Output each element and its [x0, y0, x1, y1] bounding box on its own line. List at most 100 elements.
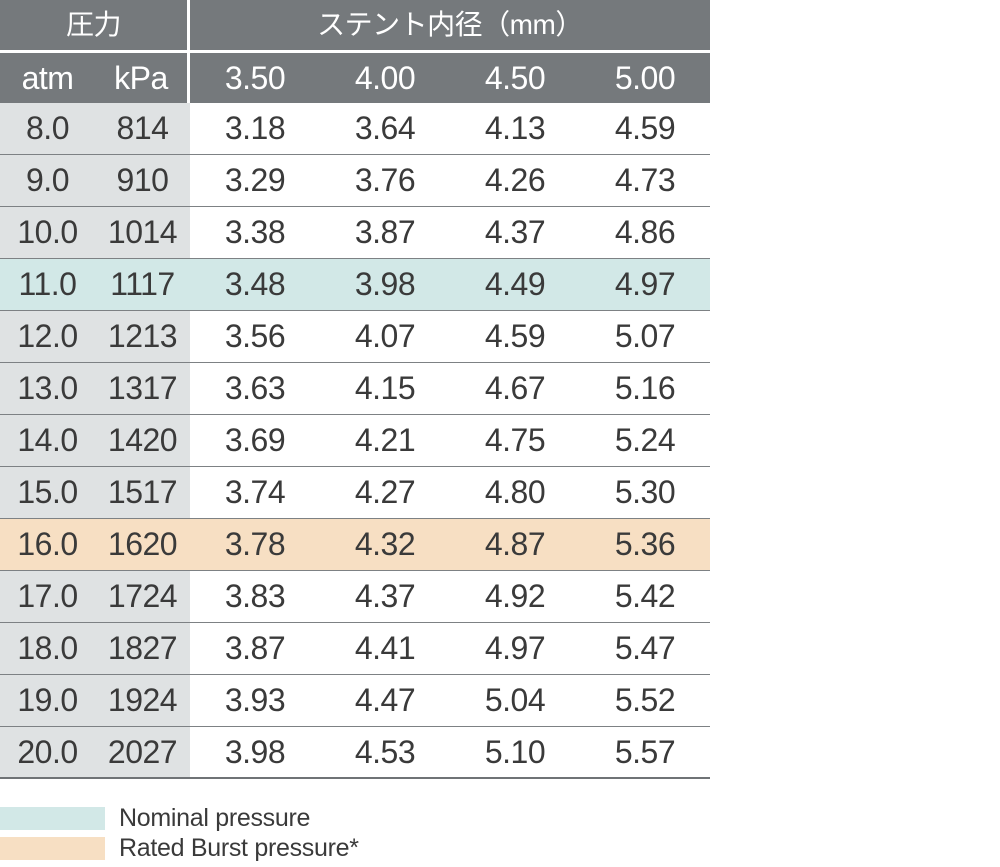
table-row: 13.0 1317 3.63 4.15 4.67 5.16: [0, 363, 710, 415]
legend-item-burst: Rated Burst pressure*: [0, 834, 359, 862]
rated-burst-pressure-label: Rated Burst pressure*: [119, 834, 359, 862]
diameter-value-cell-5-00: 5.30: [580, 467, 710, 519]
column-header-diameter-5-00: 5.00: [580, 53, 710, 103]
diameter-value-cell-4-50: 4.97: [450, 623, 580, 675]
atm-value-cell: 9.0: [0, 155, 95, 207]
diameter-value-cell-3-50: 3.56: [190, 311, 320, 363]
diameter-value-cell-5-00: 4.86: [580, 207, 710, 259]
kpa-value-cell: 1924: [95, 675, 190, 727]
table-row: 19.0 1924 3.93 4.47 5.04 5.52: [0, 675, 710, 727]
diameter-value-cell-4-00: 4.07: [320, 311, 450, 363]
atm-value-cell: 19.0: [0, 675, 95, 727]
nominal-pressure-swatch: [0, 807, 105, 830]
column-header-diameter-3-50: 3.50: [190, 53, 320, 103]
diameter-value-cell-5-00: 5.07: [580, 311, 710, 363]
column-header-kpa: kPa: [95, 53, 190, 103]
diameter-value-cell-5-00: 4.97: [580, 259, 710, 311]
table-row: 20.0 2027 3.98 4.53 5.10 5.57: [0, 727, 710, 779]
table-row: 9.0 910 3.29 3.76 4.26 4.73: [0, 155, 710, 207]
legend: Nominal pressure Rated Burst pressure*: [0, 804, 359, 867]
diameter-value-cell-4-00: 4.32: [320, 519, 450, 571]
stent-diameter-group-header: ステント内径（mm）: [190, 0, 710, 53]
diameter-value-cell-4-00: 4.37: [320, 571, 450, 623]
diameter-value-cell-3-50: 3.83: [190, 571, 320, 623]
table-row: 14.0 1420 3.69 4.21 4.75 5.24: [0, 415, 710, 467]
diameter-value-cell-5-00: 5.47: [580, 623, 710, 675]
column-header-atm: atm: [0, 53, 95, 103]
column-header-diameter-4-00: 4.00: [320, 53, 450, 103]
diameter-value-cell-5-00: 5.36: [580, 519, 710, 571]
diameter-value-cell-5-00: 5.52: [580, 675, 710, 727]
kpa-value-cell: 910: [95, 155, 190, 207]
diameter-value-cell-3-50: 3.93: [190, 675, 320, 727]
atm-value-cell: 10.0: [0, 207, 95, 259]
table-row: 16.0 1620 3.78 4.32 4.87 5.36: [0, 519, 710, 571]
diameter-value-cell-4-50: 4.92: [450, 571, 580, 623]
diameter-value-cell-3-50: 3.69: [190, 415, 320, 467]
kpa-value-cell: 1317: [95, 363, 190, 415]
diameter-value-cell-4-00: 3.87: [320, 207, 450, 259]
table-row: 17.0 1724 3.83 4.37 4.92 5.42: [0, 571, 710, 623]
diameter-value-cell-4-00: 4.15: [320, 363, 450, 415]
diameter-value-cell-3-50: 3.48: [190, 259, 320, 311]
diameter-value-cell-4-50: 5.04: [450, 675, 580, 727]
diameter-value-cell-3-50: 3.38: [190, 207, 320, 259]
pressure-group-header: 圧力: [0, 0, 190, 53]
table-row: 8.0 814 3.18 3.64 4.13 4.59: [0, 103, 710, 155]
legend-item-nominal: Nominal pressure: [0, 804, 359, 832]
diameter-value-cell-4-00: 3.64: [320, 103, 450, 155]
diameter-value-cell-5-00: 5.16: [580, 363, 710, 415]
diameter-value-cell-4-50: 4.87: [450, 519, 580, 571]
atm-value-cell: 20.0: [0, 727, 95, 779]
kpa-value-cell: 1517: [95, 467, 190, 519]
atm-value-cell: 15.0: [0, 467, 95, 519]
kpa-value-cell: 1213: [95, 311, 190, 363]
diameter-value-cell-5-00: 5.57: [580, 727, 710, 779]
diameter-value-cell-3-50: 3.98: [190, 727, 320, 779]
table-row: 12.0 1213 3.56 4.07 4.59 5.07: [0, 311, 710, 363]
table-row: 18.0 1827 3.87 4.41 4.97 5.47: [0, 623, 710, 675]
diameter-value-cell-5-00: 4.73: [580, 155, 710, 207]
diameter-value-cell-4-50: 4.59: [450, 311, 580, 363]
kpa-value-cell: 1827: [95, 623, 190, 675]
diameter-value-cell-4-50: 4.37: [450, 207, 580, 259]
diameter-value-cell-4-00: 4.41: [320, 623, 450, 675]
table-header-group-row: 圧力 ステント内径（mm）: [0, 0, 710, 53]
diameter-value-cell-3-50: 3.87: [190, 623, 320, 675]
diameter-value-cell-5-00: 5.42: [580, 571, 710, 623]
table-row: 10.0 1014 3.38 3.87 4.37 4.86: [0, 207, 710, 259]
diameter-value-cell-4-50: 4.26: [450, 155, 580, 207]
diameter-value-cell-4-50: 4.49: [450, 259, 580, 311]
diameter-value-cell-5-00: 5.24: [580, 415, 710, 467]
table-row: 15.0 1517 3.74 4.27 4.80 5.30: [0, 467, 710, 519]
diameter-value-cell-4-00: 4.21: [320, 415, 450, 467]
kpa-value-cell: 1420: [95, 415, 190, 467]
diameter-value-cell-4-50: 5.10: [450, 727, 580, 779]
atm-value-cell: 13.0: [0, 363, 95, 415]
kpa-value-cell: 1014: [95, 207, 190, 259]
table-body: 8.0 814 3.18 3.64 4.13 4.59 9.0 910 3.29…: [0, 103, 710, 779]
diameter-value-cell-3-50: 3.74: [190, 467, 320, 519]
stent-compliance-table: 圧力 ステント内径（mm） atm kPa 3.50 4.00 4.50 5.0…: [0, 0, 710, 779]
atm-value-cell: 11.0: [0, 259, 95, 311]
diameter-value-cell-5-00: 4.59: [580, 103, 710, 155]
diameter-value-cell-4-50: 4.13: [450, 103, 580, 155]
kpa-value-cell: 1724: [95, 571, 190, 623]
diameter-value-cell-4-00: 4.27: [320, 467, 450, 519]
kpa-value-cell: 814: [95, 103, 190, 155]
diameter-value-cell-3-50: 3.63: [190, 363, 320, 415]
diameter-value-cell-4-00: 3.76: [320, 155, 450, 207]
kpa-value-cell: 1620: [95, 519, 190, 571]
atm-value-cell: 12.0: [0, 311, 95, 363]
atm-value-cell: 18.0: [0, 623, 95, 675]
diameter-value-cell-4-50: 4.80: [450, 467, 580, 519]
atm-value-cell: 17.0: [0, 571, 95, 623]
table-row: 11.0 1117 3.48 3.98 4.49 4.97: [0, 259, 710, 311]
nominal-pressure-label: Nominal pressure: [119, 804, 311, 832]
diameter-value-cell-3-50: 3.78: [190, 519, 320, 571]
atm-value-cell: 14.0: [0, 415, 95, 467]
kpa-value-cell: 1117: [95, 259, 190, 311]
atm-value-cell: 8.0: [0, 103, 95, 155]
table-column-header-row: atm kPa 3.50 4.00 4.50 5.00: [0, 53, 710, 103]
atm-value-cell: 16.0: [0, 519, 95, 571]
